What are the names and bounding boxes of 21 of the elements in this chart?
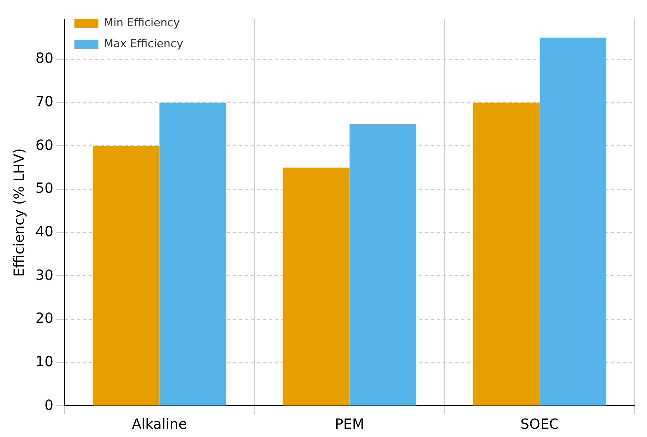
legend-label: Max Efficiency <box>104 37 184 50</box>
x-tick-label: Alkaline <box>132 417 188 434</box>
bar <box>540 38 606 406</box>
y-tick-label: 40 <box>36 224 54 240</box>
y-tick-label: 10 <box>36 354 54 370</box>
y-tick-label: 60 <box>36 138 54 154</box>
bar <box>473 102 540 406</box>
bar <box>93 146 160 406</box>
y-tick-label: 80 <box>36 51 54 68</box>
y-tick-label: 20 <box>36 311 54 328</box>
y-tick-label: 30 <box>36 268 54 284</box>
x-tick-label: PEM <box>335 417 364 434</box>
x-tick-label: SOEC <box>520 417 560 434</box>
legend-label: Min Efficiency <box>104 16 181 30</box>
y-tick-label: 0 <box>44 398 54 414</box>
y-tick-label: 70 <box>36 94 54 110</box>
y-tick-label: 50 <box>36 181 54 198</box>
bar <box>160 102 226 406</box>
y-axis-title: Efficiency (% LHV) <box>12 148 28 278</box>
bar <box>350 124 416 406</box>
bar <box>283 168 350 406</box>
